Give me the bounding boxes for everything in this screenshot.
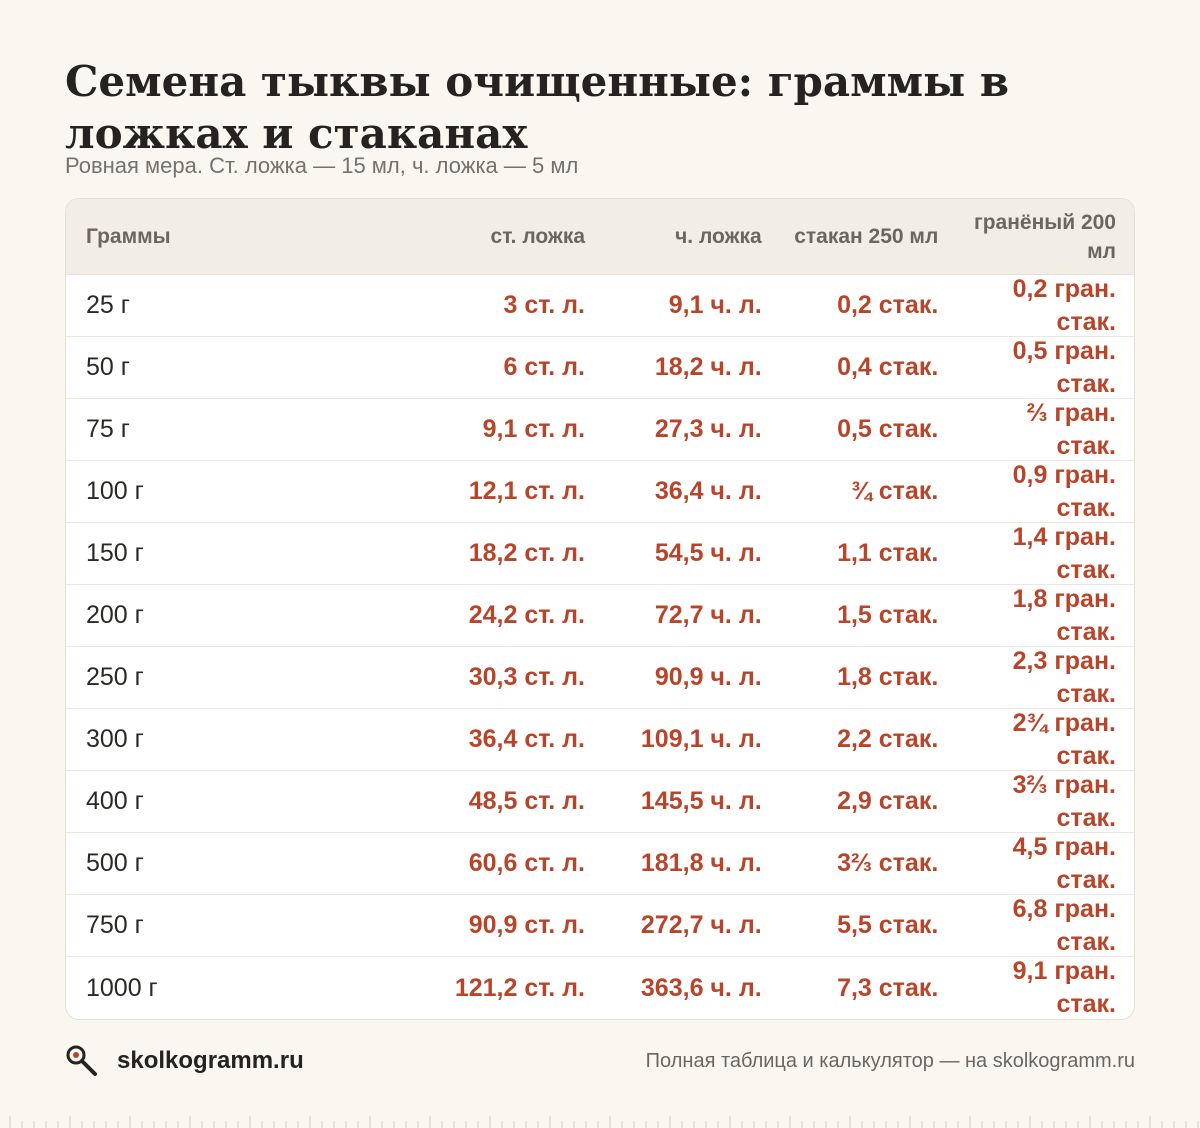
cell-teaspoon: 90,9 ч. л. <box>654 663 762 691</box>
cell-grams: 75 г <box>86 415 130 443</box>
cell-tablespoon: 60,6 ст. л. <box>468 849 586 877</box>
cell-grams: 200 г <box>86 601 144 629</box>
column-header-tablespoon: ст. ложка <box>490 225 586 248</box>
conversion-table: Граммы ст. ложка ч. ложка стакан 250 мл … <box>65 198 1135 1020</box>
cell-faceted-glass-200: 9,1 гран. стак. <box>1012 957 1116 1018</box>
cell-teaspoon: 18,2 ч. л. <box>654 353 762 381</box>
cell-teaspoon: 181,8 ч. л. <box>640 849 762 877</box>
table-row: 300 г 36,4 ст. л. 109,1 ч. л. 2,2 стак. 2¾ г… <box>66 709 1134 771</box>
cell-grams: 250 г <box>86 663 144 691</box>
cell-cup-250: 2,9 стак. <box>837 787 939 815</box>
cell-faceted-glass-200: ⅔ гран. стак. <box>1026 398 1116 460</box>
cell-faceted-glass-200: 4,5 гран. стак. <box>1012 832 1116 894</box>
cell-cup-250: 3⅔ стак. <box>837 849 939 877</box>
cell-faceted-glass-200: 2¾ гран. стак. <box>1012 708 1116 770</box>
cell-teaspoon: 145,5 ч. л. <box>640 787 762 815</box>
cell-faceted-glass-200: 0,9 гран. стак. <box>1012 460 1116 522</box>
cell-cup-250: 2,2 стак. <box>837 725 939 753</box>
table-row: 100 г 12,1 ст. л. 36,4 ч. л. ¾ стак. 0,9 гра… <box>66 461 1134 523</box>
column-header-grams: Граммы <box>86 225 171 248</box>
cell-teaspoon: 36,4 ч. л. <box>654 477 762 505</box>
cell-grams: 50 г <box>86 353 130 381</box>
table-row: 400 г 48,5 ст. л. 145,5 ч. л. 2,9 стак. 3⅔ г… <box>66 771 1134 833</box>
cell-cup-250: 0,4 стак. <box>837 353 939 381</box>
cell-faceted-glass-200: 1,8 гран. стак. <box>1012 584 1116 646</box>
table-row: 200 г 24,2 ст. л. 72,7 ч. л. 1,5 стак. 1,8 г… <box>66 585 1134 647</box>
cell-cup-250: 5,5 стак. <box>837 911 939 939</box>
cell-grams: 400 г <box>86 787 144 815</box>
table-row: 50 г 6 ст. л. 18,2 ч. л. 0,4 стак. 0,5 гран.… <box>66 337 1134 399</box>
table-header: Граммы ст. ложка ч. ложка стакан 250 мл … <box>66 199 1134 275</box>
table-row: 1000 г 121,2 ст. л. 363,6 ч. л. 7,3 стак. 9,… <box>66 957 1134 1019</box>
cell-faceted-glass-200: 6,8 гран. стак. <box>1012 894 1116 956</box>
table-row: 750 г 90,9 ст. л. 272,7 ч. л. 5,5 стак. 6,8 … <box>66 895 1134 957</box>
cell-teaspoon: 109,1 ч. л. <box>640 725 762 753</box>
cell-grams: 25 г <box>86 291 130 319</box>
cell-cup-250: 7,3 стак. <box>837 973 939 1002</box>
cell-tablespoon: 9,1 ст. л. <box>482 415 586 443</box>
cell-tablespoon: 18,2 ст. л. <box>468 539 586 567</box>
footer-brand: skolkogramm.ru <box>65 1044 304 1078</box>
cell-tablespoon: 48,5 ст. л. <box>468 787 586 815</box>
table-row: 150 г 18,2 ст. л. 54,5 ч. л. 1,1 стак. 1,4 г… <box>66 523 1134 585</box>
cell-grams: 300 г <box>86 725 144 753</box>
cell-grams: 500 г <box>86 849 144 877</box>
cell-grams: 1000 г <box>86 973 158 1002</box>
cell-teaspoon: 272,7 ч. л. <box>640 911 762 939</box>
footer-note: Полная таблица и калькулятор — на skolko… <box>645 1050 1135 1072</box>
column-header-teaspoon: ч. ложка <box>675 225 762 248</box>
cell-faceted-glass-200: 1,4 гран. стак. <box>1012 522 1116 584</box>
cell-cup-250: 1,1 стак. <box>837 539 939 567</box>
cell-tablespoon: 6 ст. л. <box>503 353 586 381</box>
cell-teaspoon: 363,6 ч. л. <box>640 973 762 1002</box>
ruler-decoration <box>9 1116 1199 1128</box>
cell-grams: 750 г <box>86 911 144 939</box>
brand-name: skolkogramm.ru <box>117 1047 304 1074</box>
column-header-faceted-glass-200: гранёный 200 мл <box>973 210 1116 263</box>
cell-grams: 150 г <box>86 539 144 567</box>
cell-cup-250: ¾ стак. <box>850 477 939 505</box>
cell-tablespoon: 12,1 ст. л. <box>468 477 586 505</box>
table-row: 500 г 60,6 ст. л. 181,8 ч. л. 3⅔ стак. 4,5 г… <box>66 833 1134 895</box>
cell-faceted-glass-200: 2,3 гран. стак. <box>1012 646 1116 708</box>
cell-tablespoon: 36,4 ст. л. <box>468 725 586 753</box>
search-icon <box>66 1045 97 1076</box>
page-subtitle: Ровная мера. Ст. ложка — 15 мл, ч. ложка… <box>65 153 579 178</box>
cell-tablespoon: 90,9 ст. л. <box>468 911 586 939</box>
page-title: Семена тыквы очищенные: граммы в ложках … <box>65 57 1009 158</box>
cell-cup-250: 1,5 стак. <box>837 601 939 629</box>
table-row: 25 г 3 ст. л. 9,1 ч. л. 0,2 стак. 0,2 гран. … <box>66 275 1134 337</box>
table-row: 75 г 9,1 ст. л. 27,3 ч. л. 0,5 стак. ⅔ гран.… <box>66 399 1134 461</box>
cell-teaspoon: 72,7 ч. л. <box>654 601 762 629</box>
cell-tablespoon: 30,3 ст. л. <box>468 663 586 691</box>
cell-tablespoon: 3 ст. л. <box>503 291 586 319</box>
cell-faceted-glass-200: 0,5 гран. стак. <box>1012 336 1116 398</box>
cell-teaspoon: 9,1 ч. л. <box>668 291 762 319</box>
cell-teaspoon: 27,3 ч. л. <box>654 415 762 443</box>
cell-cup-250: 1,8 стак. <box>837 663 939 691</box>
cell-cup-250: 0,2 стак. <box>837 291 939 319</box>
cell-faceted-glass-200: 3⅔ гран. стак. <box>1012 770 1116 832</box>
cell-tablespoon: 121,2 ст. л. <box>454 973 586 1002</box>
table-row: 250 г 30,3 ст. л. 90,9 ч. л. 1,8 стак. 2,3 г… <box>66 647 1134 709</box>
cell-faceted-glass-200: 0,2 гран. стак. <box>1012 274 1116 336</box>
cell-teaspoon: 54,5 ч. л. <box>654 539 762 567</box>
table-body: 25 г 3 ст. л. 9,1 ч. л. 0,2 стак. 0,2 гран. … <box>66 275 1134 1019</box>
cell-cup-250: 0,5 стак. <box>837 415 939 443</box>
cell-grams: 100 г <box>86 477 144 505</box>
column-header-cup-250: стакан 250 мл <box>794 225 939 248</box>
cell-tablespoon: 24,2 ст. л. <box>468 601 586 629</box>
